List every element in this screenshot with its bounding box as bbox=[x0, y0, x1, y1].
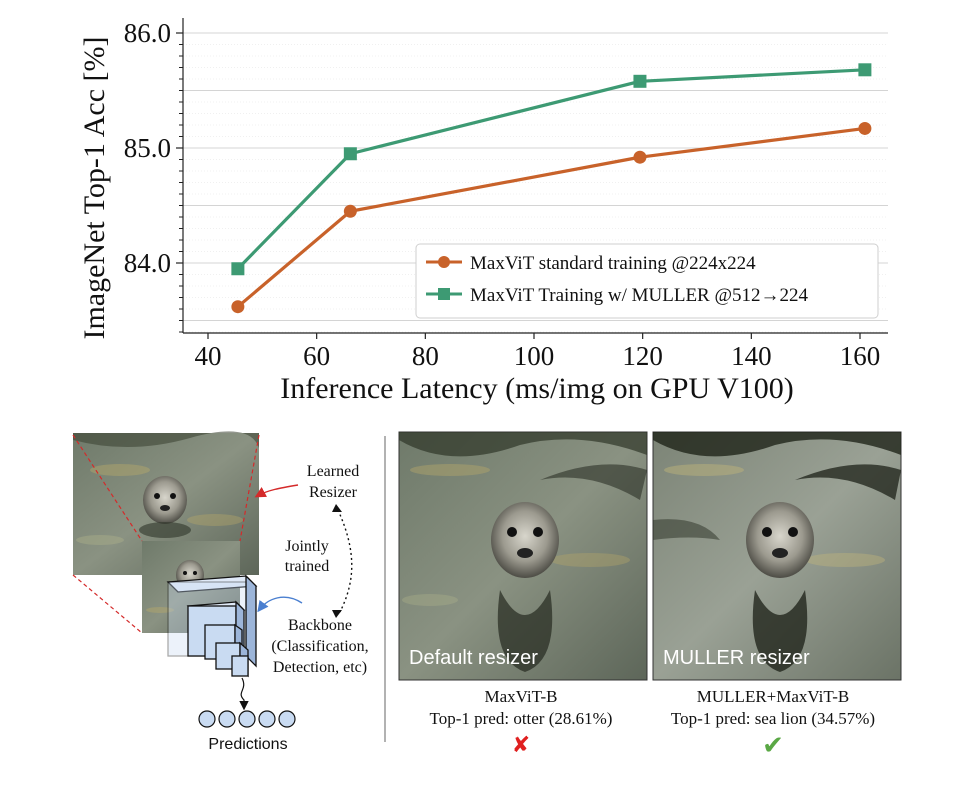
x-tick-label: 160 bbox=[840, 341, 881, 371]
data-point-standard bbox=[231, 300, 245, 314]
wrong-prediction-icon: ✘ bbox=[512, 733, 530, 758]
y-ticks: 84.0 85.0 86.0 bbox=[124, 18, 183, 333]
muller-resizer-overlay: MULLER resizer bbox=[663, 647, 810, 669]
jointly-label-2: trained bbox=[285, 558, 329, 575]
legend: MaxViT standard training @224x224 MaxViT… bbox=[415, 243, 879, 319]
default-resizer-overlay: Default resizer bbox=[409, 647, 538, 669]
correct-prediction-icon: ✔ bbox=[762, 731, 784, 761]
latency-accuracy-chart: 40 60 80 100 120 140 160 84.0 85.0 86.0 Inferenc… bbox=[78, 18, 888, 405]
series-group bbox=[231, 63, 872, 314]
series-line-muller bbox=[236, 68, 865, 270]
x-ticks: 40 60 80 100 120 140 160 bbox=[195, 333, 881, 371]
legend-marker-muller bbox=[438, 288, 450, 300]
y-axis-label: ImageNet Top-1 Acc [%] bbox=[78, 36, 111, 339]
learned-resizer-label-2: Resizer bbox=[309, 484, 358, 501]
y-tick-label: 84.0 bbox=[124, 248, 171, 278]
legend-label-standard: MaxViT standard training @224x224 bbox=[470, 253, 756, 274]
example-panels: Default resizer MULLER resizer MaxViT-B … bbox=[398, 431, 902, 761]
joint-training-arrow bbox=[337, 509, 353, 613]
default-model-label: MaxViT-B bbox=[485, 687, 558, 706]
learned-resizer-label-1: Learned bbox=[307, 463, 359, 480]
x-tick-label: 40 bbox=[195, 341, 222, 371]
default-resizer-image bbox=[398, 431, 648, 681]
projection-line-bottom bbox=[72, 574, 143, 634]
projection-line-top bbox=[72, 434, 143, 542]
data-point-muller bbox=[231, 262, 245, 276]
data-point-standard bbox=[343, 204, 357, 218]
legend-box bbox=[415, 243, 879, 319]
x-tick-label: 120 bbox=[622, 341, 663, 371]
default-prediction-label: Top-1 pred: otter (28.61%) bbox=[430, 709, 613, 728]
y-tick-label: 85.0 bbox=[124, 133, 171, 163]
resizer-arrow bbox=[254, 484, 299, 498]
backbone-label-1: Backbone bbox=[288, 617, 352, 634]
y-tick-label: 86.0 bbox=[124, 18, 171, 48]
legend-marker-standard bbox=[438, 256, 450, 268]
predictions-label: Predictions bbox=[208, 736, 287, 753]
muller-resizer-image bbox=[652, 431, 902, 681]
jointly-label-1: Jointly bbox=[285, 538, 329, 555]
backbone-label-3: Detection, etc) bbox=[273, 659, 367, 676]
x-axis-label: Inference Latency (ms/img on GPU V100) bbox=[280, 372, 793, 405]
data-point-muller bbox=[858, 63, 872, 77]
prediction-nodes bbox=[198, 710, 296, 728]
x-tick-label: 100 bbox=[514, 341, 555, 371]
backbone-label-2: (Classification, bbox=[271, 638, 368, 655]
backbone-output-arrow bbox=[239, 677, 249, 711]
x-tick-label: 80 bbox=[412, 341, 439, 371]
muller-model-label: MULLER+MaxViT-B bbox=[697, 687, 849, 706]
x-tick-label: 60 bbox=[303, 341, 330, 371]
muller-prediction-label: Top-1 pred: sea lion (34.57%) bbox=[671, 709, 875, 728]
data-point-standard bbox=[633, 150, 647, 164]
pipeline-diagram: Predictions Learned Resizer Jointly trai… bbox=[72, 431, 369, 753]
series-line-standard bbox=[236, 126, 866, 308]
backbone-arrow bbox=[257, 596, 303, 613]
backbone-blocks bbox=[166, 574, 258, 678]
data-point-muller bbox=[343, 147, 357, 161]
data-point-muller bbox=[633, 74, 647, 88]
joint-arrow-head-bottom bbox=[332, 610, 342, 618]
data-point-standard bbox=[858, 121, 872, 135]
projection-line-top-right bbox=[239, 434, 260, 542]
joint-arrow-head-top bbox=[332, 504, 342, 512]
x-tick-label: 140 bbox=[731, 341, 772, 371]
legend-label-muller: MaxViT Training w/ MULLER @512→224 bbox=[470, 285, 808, 306]
